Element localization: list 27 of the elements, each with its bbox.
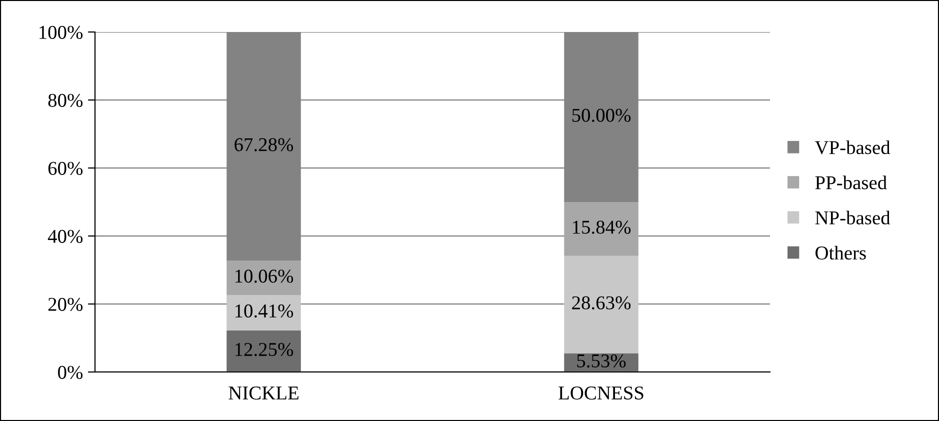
data-label: 28.63% <box>572 296 631 310</box>
legend-label: Others <box>816 246 866 260</box>
bar <box>564 202 638 256</box>
x-tick-label: NICKLE <box>228 386 298 400</box>
y-tick-label: 0% <box>58 366 83 379</box>
y-tick-label: 80% <box>48 94 83 107</box>
data-label: 67.28% <box>234 138 294 152</box>
bar <box>564 32 638 202</box>
legend-label: NP-based <box>815 210 890 224</box>
data-label: 50.00% <box>572 108 631 122</box>
bar <box>226 260 301 295</box>
data-label: 12.25% <box>235 342 294 356</box>
legend-label: VP-based <box>814 140 890 154</box>
x-tick-label: LOCNESS <box>558 386 644 400</box>
bar <box>226 330 301 372</box>
data-label: 5.53% <box>577 354 626 368</box>
y-tick-label: 60% <box>48 162 83 175</box>
y-tick-label: 40% <box>48 230 83 243</box>
y-tick-label: 20% <box>48 298 83 311</box>
data-label: 15.84% <box>572 220 631 234</box>
data-label: 10.41% <box>235 304 294 318</box>
data-label: 10.06% <box>235 270 294 283</box>
bar <box>226 32 301 261</box>
bar <box>564 256 638 354</box>
legend-label: PP-based <box>815 176 887 190</box>
y-tick-label: 100% <box>40 26 83 39</box>
bar <box>226 294 301 330</box>
